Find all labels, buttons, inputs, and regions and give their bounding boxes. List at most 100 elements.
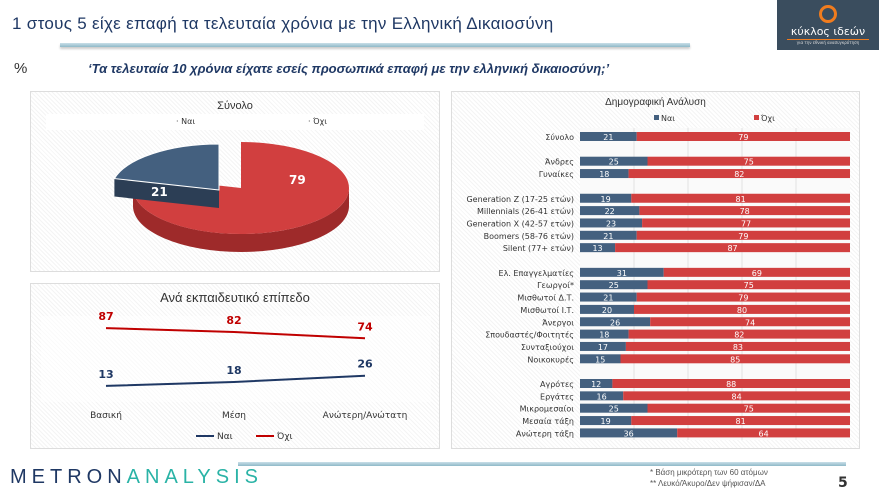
bar-no xyxy=(647,156,850,166)
survey-question: ‘Τα τελευταία 10 χρόνια είχατε εσείς προ… xyxy=(88,61,610,76)
bar-yes xyxy=(580,230,637,240)
bar-label-no: 82 xyxy=(734,170,744,179)
bar-label-no: 83 xyxy=(733,343,743,352)
bar-yes xyxy=(580,267,664,277)
category-label: Ελ. Επαγγελματίες xyxy=(499,269,574,278)
pie-slice-depth-yes xyxy=(114,178,219,208)
bar-label-yes: 19 xyxy=(601,417,611,426)
bar-no xyxy=(636,132,850,141)
category-label: Boomers (58-76 ετών) xyxy=(484,231,574,241)
bar-label-yes: 20 xyxy=(602,306,612,315)
bar-no xyxy=(634,304,850,314)
bar-no xyxy=(663,267,850,277)
bar-no xyxy=(677,428,850,438)
bar-label-no: 74 xyxy=(745,318,755,327)
percent-sign: % xyxy=(14,60,28,77)
pie-slice-yes xyxy=(113,143,220,191)
category-label: Αγρότες xyxy=(540,379,574,389)
bar-no xyxy=(636,230,850,240)
bar-label-yes: 19 xyxy=(601,195,611,204)
bar-no xyxy=(620,354,850,364)
bar-label-yes: 21 xyxy=(603,232,613,241)
data-label: 13 xyxy=(98,368,113,381)
bar-label-yes: 25 xyxy=(609,158,619,167)
bar-label-yes: 25 xyxy=(609,281,619,290)
bar-label-yes: 15 xyxy=(595,355,605,364)
bar-no xyxy=(642,218,850,228)
data-label: 82 xyxy=(226,314,241,327)
logo-ring-icon xyxy=(819,5,837,23)
legend-label: Όχι xyxy=(276,431,293,442)
bar-label-yes: 18 xyxy=(599,170,609,179)
data-label: 26 xyxy=(357,358,373,371)
pie-slice-no xyxy=(133,142,349,234)
bar-yes xyxy=(580,280,648,290)
bar-label-yes: 25 xyxy=(609,405,619,414)
bar-label-no: 81 xyxy=(736,417,746,426)
footnotes: * Βάση μικρότερη των 60 ατόμων ** Λευκό/Ά… xyxy=(650,467,768,489)
bar-label-yes: 13 xyxy=(592,244,602,253)
bar-yes xyxy=(580,132,637,141)
legend-swatch xyxy=(754,115,759,120)
category-label: Γεωργοί* xyxy=(537,281,574,290)
bar-no xyxy=(650,317,850,327)
bar-yes xyxy=(580,193,632,203)
bar-label-yes: 17 xyxy=(598,343,608,352)
pie-label-no: 79 xyxy=(289,173,306,187)
pie-panel: Σύνολο · Ναι · Όχι 21 79 xyxy=(30,91,440,272)
bar-yes xyxy=(580,341,626,351)
bar-label-no: 81 xyxy=(736,195,746,204)
legend-label: Ναι xyxy=(661,114,675,123)
title-divider xyxy=(60,43,690,47)
bar-label-yes: 16 xyxy=(597,392,607,401)
data-label: 87 xyxy=(98,310,113,323)
category-label: Γυναίκες xyxy=(539,170,574,179)
bar-label-no: 75 xyxy=(744,405,754,414)
bar-label-no: 80 xyxy=(737,306,747,315)
bar-yes xyxy=(580,379,613,388)
plot-area xyxy=(41,316,431,402)
metron-analysis-logo: METRONANALYSIS xyxy=(10,466,264,488)
bar-label-no: 79 xyxy=(738,294,748,303)
bar-yes xyxy=(580,416,632,426)
pie-chart: 21 79 xyxy=(113,142,349,252)
bar-label-yes: 22 xyxy=(605,207,615,216)
bar-label-yes: 21 xyxy=(603,133,613,142)
bar-label-no: 82 xyxy=(734,331,744,340)
bar-label-no: 79 xyxy=(738,133,748,142)
line-chart: 13 18 26 87 82 74 Βασική Μέση Ανώτερη/Ανώτατη Ναι… xyxy=(41,310,431,442)
category-label: Millennials (26-41 ετών) xyxy=(477,206,574,216)
bar-no xyxy=(631,193,850,203)
pie-slice-depth-no xyxy=(133,188,349,252)
page-title: 1 στους 5 είχε επαφή τα τελευταία χρόνια… xyxy=(12,14,554,33)
legend-label: Όχι xyxy=(760,113,775,123)
legend-label: Ναι xyxy=(217,432,233,442)
category-label: Σπουδαστές/Φοιτητές xyxy=(485,330,574,340)
data-label: 74 xyxy=(357,320,373,333)
bar-no xyxy=(628,169,850,179)
logo-text: κύκλος ιδεών xyxy=(790,25,866,38)
bar-no xyxy=(615,243,850,253)
kyklos-ideon-logo: κύκλος ιδεών για την εθνική ανασυγκρότηση xyxy=(777,0,879,50)
line-series-no xyxy=(105,327,366,340)
category-label: Μεσαία τάξη xyxy=(522,417,574,426)
bar-label-no: 69 xyxy=(752,269,762,278)
bar-no xyxy=(612,379,850,388)
bar-yes xyxy=(580,206,640,216)
bar-label-yes: 18 xyxy=(599,331,609,340)
bar-no xyxy=(628,329,850,339)
category-label: Silent (77+ ετών) xyxy=(503,243,574,253)
footnote-1: * Βάση μικρότερη των 60 ατόμων xyxy=(650,468,768,477)
legend-swatch xyxy=(654,115,659,120)
bar-label-no: 75 xyxy=(744,281,754,290)
page-number: 5 xyxy=(838,475,848,491)
line-panel: Ανά εκπαιδευτικό επίπεδο 13 18 26 87 82 74 Βασ… xyxy=(30,283,440,449)
category-label: Συνταξιούχοι xyxy=(521,342,574,352)
category-label: Άνδρες xyxy=(545,158,574,167)
bar-label-no: 79 xyxy=(738,232,748,241)
bar-label-no: 64 xyxy=(759,429,769,438)
category-label: Σύνολο xyxy=(545,132,574,142)
category-label: Μισθωτοί Δ.Τ. xyxy=(517,294,574,303)
bar-panel: Δημογραφική Ανάλυση Ναι Όχι Σύνολο 21 79 Άνδρ… xyxy=(451,91,860,449)
bar-chart: Ναι Όχι Σύνολο 21 79 Άνδρες 25 75 Γυναίκες 18 82 Ge… xyxy=(466,113,850,440)
